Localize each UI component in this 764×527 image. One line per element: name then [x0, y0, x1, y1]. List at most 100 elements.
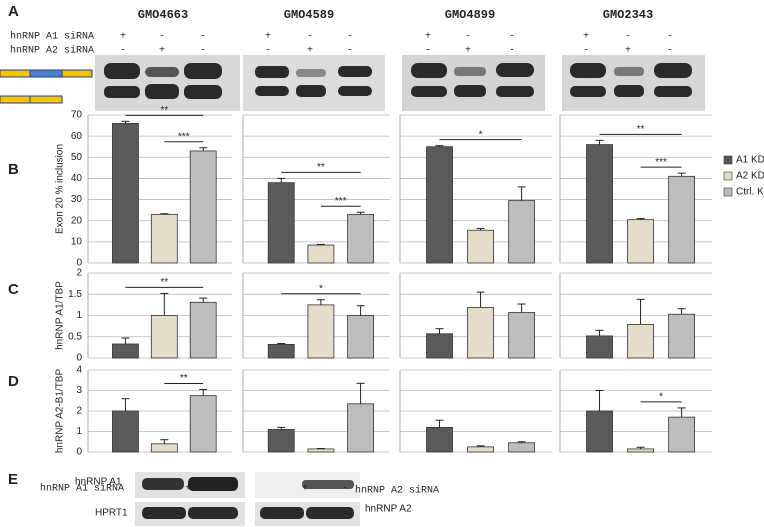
significance-label: **: [637, 124, 645, 135]
sirna-mark: -: [347, 32, 353, 43]
blot-label: hnRNP A2: [365, 504, 412, 515]
bar: [467, 229, 494, 264]
y-tick-label: 2: [76, 406, 82, 417]
bar: [668, 416, 695, 453]
bar: [627, 219, 654, 264]
sirna-mark: +: [465, 46, 471, 57]
y-tick-label: 1: [76, 426, 82, 437]
bar: [586, 410, 613, 453]
bar: [112, 123, 139, 264]
bar: [267, 343, 295, 359]
panel-label: B: [8, 161, 19, 178]
sirna-mark: +: [302, 484, 308, 495]
sirna-mark: -: [307, 32, 313, 43]
panel-label: E: [8, 471, 18, 488]
gel: [243, 55, 385, 111]
exon-diagram: [0, 69, 93, 104]
blot-label: hnRNP A1: [75, 477, 122, 488]
bar: [586, 144, 613, 264]
bar: [112, 410, 139, 453]
bar: [508, 312, 536, 359]
sirna-mark: -: [347, 46, 353, 57]
sirna-label: hnRNP A1 siRNA: [10, 31, 94, 43]
y-tick-label: 0: [76, 258, 82, 269]
cell-line: GMO4899: [445, 8, 495, 22]
bar: [267, 182, 295, 264]
sirna-mark: -: [265, 46, 271, 57]
bar: [508, 200, 536, 264]
bar: [347, 213, 375, 264]
bar: [347, 315, 375, 359]
sirna-mark: +: [307, 46, 313, 57]
y-tick-label: 0.5: [68, 331, 82, 342]
cell-line: GMO4663: [138, 8, 188, 22]
bar: [189, 150, 217, 264]
bar: [426, 146, 453, 264]
legend-swatch: [723, 155, 733, 165]
y-axis-label: hnRNP A2-B1/TBP: [55, 369, 66, 454]
bar: [426, 426, 453, 453]
sirna-mark: -: [509, 32, 515, 43]
sirna-mark: -: [200, 46, 206, 57]
bar: [189, 301, 217, 359]
y-tick-label: 50: [71, 152, 83, 163]
bar: [586, 335, 613, 359]
significance-label: **: [160, 277, 168, 288]
significance-label: **: [160, 105, 168, 116]
sirna-mark: +: [120, 32, 126, 43]
sirna-mark: -: [120, 46, 126, 57]
legend-label: A1 KD: [736, 155, 764, 166]
legend-label: A2 KD: [736, 171, 764, 182]
significance-label: *: [319, 283, 323, 294]
bar: [668, 175, 695, 264]
y-tick-label: 0: [76, 353, 82, 364]
y-axis-label: Exon 20 % inclusion: [55, 144, 66, 234]
y-tick-label: 40: [71, 173, 83, 184]
blot-label: HPRT1: [95, 508, 128, 519]
sirna-mark: +: [625, 46, 631, 57]
legend-label: Ctrl. KD: [736, 187, 764, 198]
sirna-mark: -: [342, 484, 348, 495]
cell-line: GMO4589: [284, 8, 334, 22]
significance-label: ***: [178, 131, 190, 142]
significance-label: *: [659, 392, 663, 403]
gel-bands: [104, 63, 692, 99]
bar: [189, 395, 217, 453]
sirna-mark: -: [200, 32, 206, 43]
y-tick-label: 4: [76, 365, 82, 376]
bar: [267, 429, 295, 453]
significance-label: ***: [655, 157, 667, 168]
sirna-mark: +: [185, 484, 191, 495]
bar: [668, 313, 695, 359]
significance-label: **: [180, 373, 188, 384]
bar: [307, 448, 335, 453]
y-tick-label: 60: [71, 131, 83, 142]
sirna-mark: -: [667, 46, 673, 57]
bar: [627, 324, 654, 359]
legend-swatch: [723, 171, 733, 181]
panel-label: C: [8, 281, 19, 298]
bar: [307, 244, 335, 264]
sirna-label: hnRNP A1 siRNA: [40, 483, 124, 495]
panel-label: D: [8, 373, 19, 390]
sirna-label: hnRNP A2 siRNA: [10, 45, 94, 57]
bar: [150, 315, 178, 359]
y-tick-label: 0: [76, 447, 82, 458]
bar: [150, 213, 178, 264]
legend-swatch: [723, 187, 733, 197]
bar: [627, 448, 654, 453]
sirna-mark: -: [509, 46, 515, 57]
bar: [347, 403, 375, 453]
y-axis-label: hnRNP A1/TBP: [55, 281, 66, 350]
sirna-mark: +: [583, 32, 589, 43]
sirna-mark: +: [425, 32, 431, 43]
y-tick-label: 30: [71, 194, 83, 205]
y-tick-label: 70: [71, 110, 83, 121]
significance-label: **: [317, 162, 325, 173]
sirna-mark: -: [227, 484, 233, 495]
y-tick-label: 10: [71, 236, 83, 247]
bar: [112, 343, 139, 359]
sirna-label: hnRNP A2 siRNA: [355, 485, 439, 497]
panel-label: A: [8, 3, 19, 20]
